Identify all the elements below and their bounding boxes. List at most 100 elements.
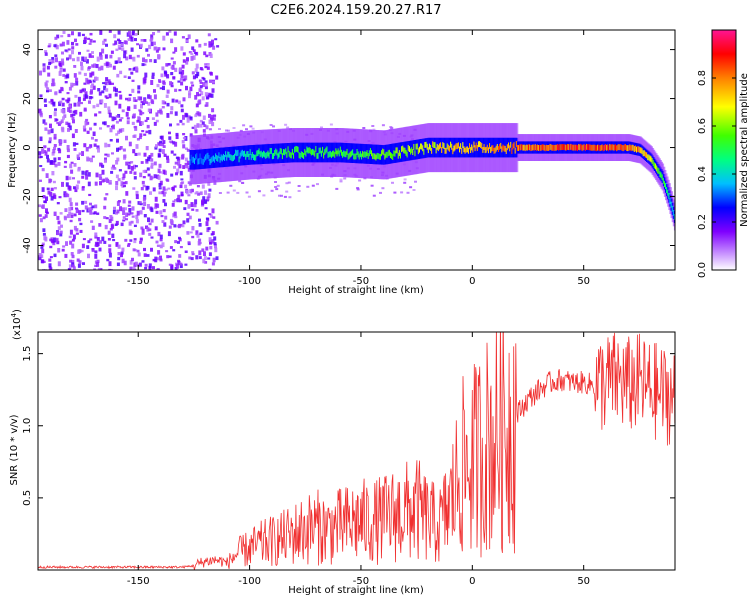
spectrogram-noise-cell [125,97,128,101]
spectrogram-noise-cell [68,176,72,180]
spectrogram-noise-cell [112,239,116,242]
y-tick-label: -40 [22,237,33,253]
spectrogram-noise-cell [132,187,136,190]
spectrogram-noise-cell [206,196,210,201]
spectrogram-noise-cell [54,36,58,40]
spectrogram-noise-cell [99,52,103,57]
spectrogram-noise-cell [127,244,130,247]
spectrogram-noise-cell [179,78,183,81]
spectrogram-noise-cell [174,161,178,165]
spectrogram-noise-cell [187,115,191,120]
spectrogram-noise-cell [172,51,176,54]
spectrogram-noise-cell [73,225,77,231]
spectrogram-noise-cell [128,221,132,226]
spectrogram-noise-cell [180,46,184,51]
spectrogram-noise-cell [209,245,213,250]
spectrogram-noise-cell [148,222,152,226]
spectrogram-noise-cell [164,188,168,191]
spectrogram-noise-cell [157,110,161,114]
spectrogram-noise-cell [69,259,73,263]
spectrogram-noise-cell [59,230,63,234]
spectrogram-noise-cell [213,236,217,241]
spectrogram-noise-cell [53,144,57,148]
spectrogram-noise-cell [150,158,154,162]
spectrogram-noise-cell [197,192,201,196]
x-tick-label: -150 [127,276,150,287]
spectrogram-noise-cell [84,56,88,62]
spectrogram-noise-cell [72,83,76,86]
spectrogram-noise-cell [198,79,202,82]
spectrogram-noise-cell [191,126,195,129]
spectrogram-noise-cell [48,258,52,262]
spectrogram-noise-cell [52,161,56,165]
spectrogram-noise-cell [168,136,172,140]
spectrogram-noise-cell [167,63,171,66]
spectrogram-noise-cell [68,207,72,212]
spectrogram-noise-cell [148,129,152,135]
spectrogram-noise-cell [86,121,90,125]
spectrogram-noise-cell [122,182,126,185]
spectrogram-noise-cell [106,258,110,262]
spectrogram-noise-cell [39,111,43,116]
spectrogram-noise-cell [146,185,150,190]
spectrogram-noise-cell [89,144,93,148]
spectrogram-noise-cell [48,43,52,47]
spectrogram-noise-cell [204,261,208,264]
spectrogram-noise-cell [201,121,205,125]
spectrogram-noise-cell [111,116,115,122]
spectrogram-noise-cell [175,99,179,103]
spectrogram-noise-cell [64,160,68,164]
spectrogram-noise-cell [208,41,212,46]
spectrogram-noise-cell [117,178,121,182]
spectrogram-noise-cell [60,119,64,124]
spectrogram-noise-cell [194,68,198,73]
spectrogram-noise-cell [115,220,119,226]
spectrogram-noise-cell [132,56,136,62]
spectrogram-noise-cell [165,63,169,67]
spectrogram-noise-cell [139,240,143,244]
spectrogram-noise-cell [175,132,179,137]
spectrogram-noise-cell [70,113,74,118]
spectrogram-noise-cell [112,209,116,215]
spectrogram-noise-cell [91,136,94,140]
spectrogram-noise-cell [144,119,148,123]
spectrogram-noise-cell [182,137,186,140]
spectrogram-noise-cell [86,156,90,162]
spectrogram-noise-cell [71,41,74,46]
spectrogram-noise-cell [179,170,183,176]
spectrogram-noise-cell [212,216,216,219]
spectrogram-noise-cell [166,158,170,164]
spectrogram-noise-cell [139,237,143,241]
spectrogram-noise-cell [112,164,115,168]
spectrogram-noise-cell [95,64,99,69]
spectrogram-noise-cell [83,143,87,148]
spectrogram-noise-cell [96,145,100,150]
spectrogram-noise-cell [129,230,133,235]
spectrogram-noise-cell [117,44,121,49]
spectrogram-noise-cell [190,52,194,56]
spectrogram-noise-cell [157,231,161,237]
spectrogram-noise-cell [95,76,99,81]
spectrogram-noise-cell [116,138,119,143]
spectrogram-noise-cell [141,232,145,235]
spectrogram-noise-cell [182,114,185,120]
spectrogram-noise-cell [140,39,144,42]
spectrogram-noise-cell [146,204,150,209]
spectrogram-noise-cell [148,228,152,232]
spectrogram-noise-cell [145,161,149,164]
spectrogram-noise-cell [155,112,159,117]
spectrogram-noise-cell [117,244,121,249]
spectrogram-noise-cell [49,191,53,197]
spectrogram-noise-cell [182,220,186,225]
spectrogram-noise-cell [60,108,64,113]
spectrogram-noise-cell [89,32,93,36]
spectrogram-noise-cell [134,165,138,168]
spectrogram-noise-cell [66,148,70,153]
spectrogram-noise-cell [125,56,129,61]
spectrogram-noise-cell [57,261,61,267]
spectrogram-noise-cell [134,261,138,266]
spectrogram-noise-cell [128,68,132,71]
spectrogram-noise-cell [122,173,126,179]
spectrogram-noise-cell [186,118,190,123]
spectrogram-noise-cell [118,169,122,172]
